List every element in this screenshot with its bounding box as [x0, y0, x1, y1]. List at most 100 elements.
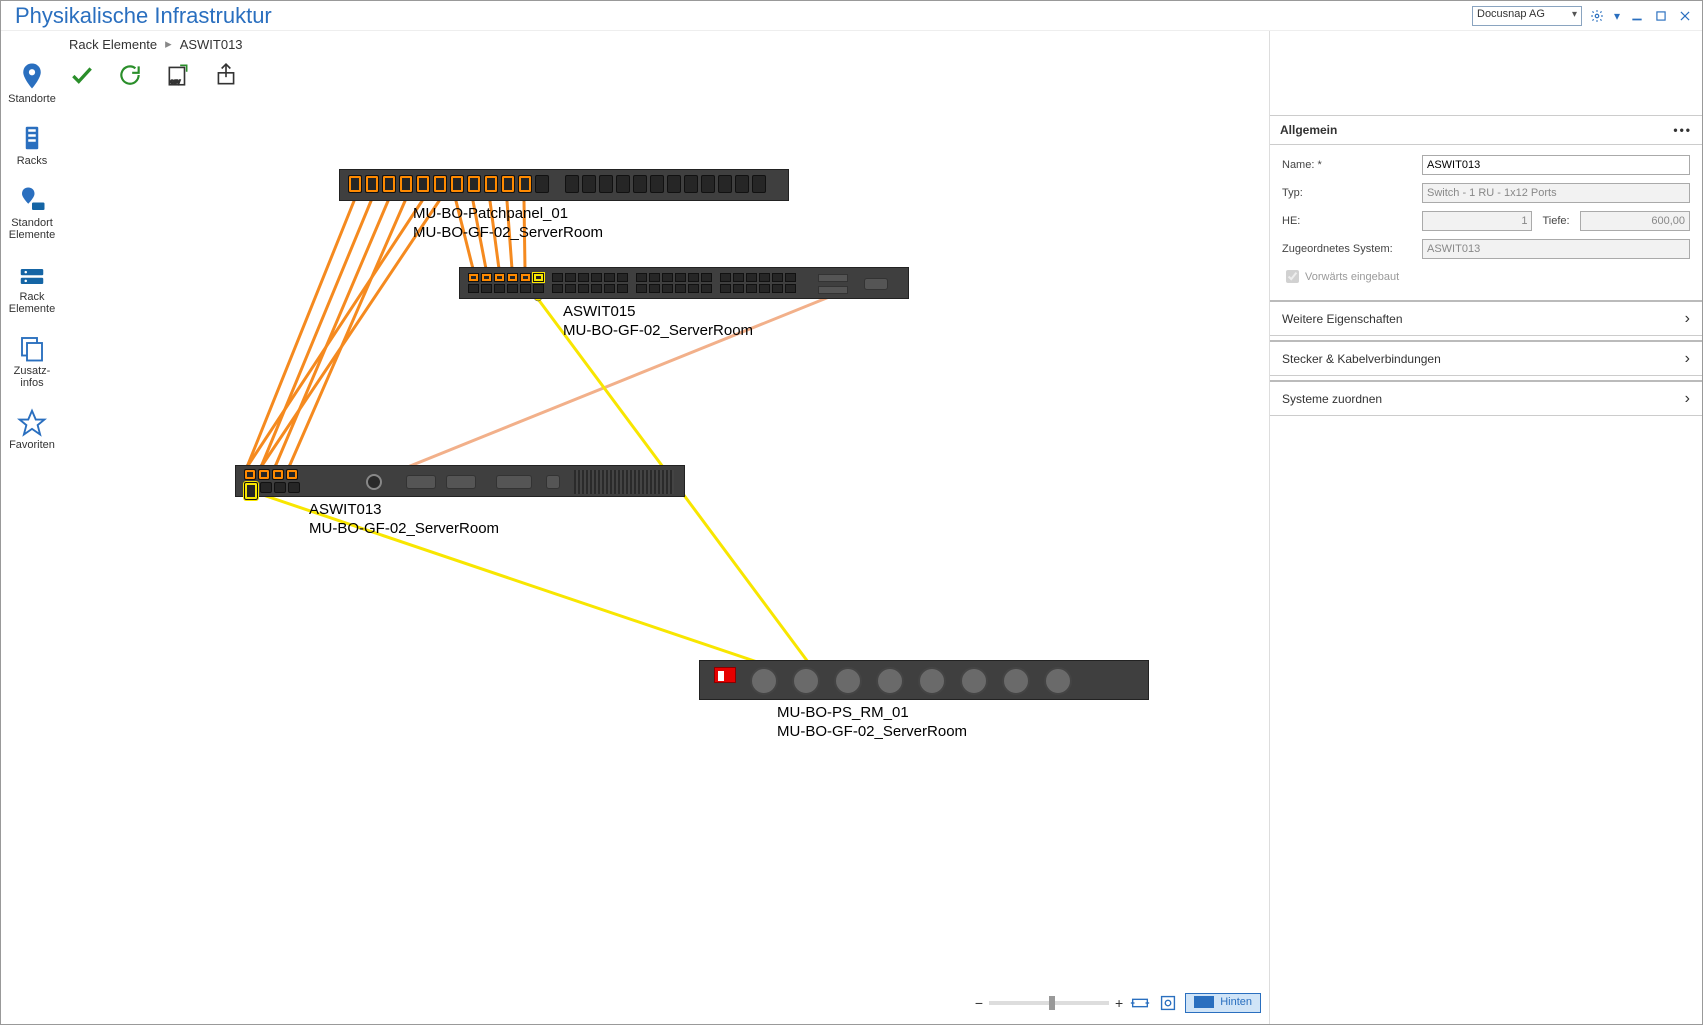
pdu-socket[interactable] — [750, 667, 778, 695]
pdu-power-switch[interactable] — [714, 667, 736, 683]
device-aswit013[interactable] — [235, 465, 685, 497]
title-bar: Physikalische Infrastruktur Docusnap AG … — [1, 1, 1702, 31]
pdu-socket[interactable] — [876, 667, 904, 695]
confirm-button[interactable] — [69, 62, 95, 88]
maximize-icon[interactable] — [1652, 7, 1670, 25]
pdu-socket[interactable] — [1044, 667, 1072, 695]
zoom-out-button[interactable]: − — [975, 995, 983, 1011]
pdu-socket[interactable] — [960, 667, 988, 695]
port[interactable] — [735, 175, 749, 193]
nav-label: Zusatz- infos — [2, 365, 62, 389]
he-input — [1422, 211, 1532, 231]
port[interactable] — [382, 175, 396, 193]
additional-info-icon — [17, 333, 47, 363]
port[interactable] — [718, 175, 732, 193]
port[interactable] — [701, 175, 715, 193]
port[interactable] — [599, 175, 613, 193]
port[interactable] — [365, 175, 379, 193]
port[interactable] — [582, 175, 596, 193]
port[interactable] — [752, 175, 766, 193]
port[interactable] — [650, 175, 664, 193]
device-label-aswit015: ASWIT015MU-BO-GF-02_ServerRoom — [563, 303, 753, 341]
page-title: Physikalische Infrastruktur — [15, 3, 272, 29]
port[interactable] — [616, 175, 630, 193]
chevron-right-icon: › — [1685, 350, 1690, 368]
nav-zusatz-infos[interactable]: Zusatz- infos — [2, 333, 62, 389]
port[interactable] — [667, 175, 681, 193]
gear-icon[interactable] — [1588, 7, 1606, 25]
section-label: Stecker & Kabelverbindungen — [1282, 352, 1441, 366]
section-weitere-eigenschaften[interactable]: Weitere Eigenschaften› — [1270, 300, 1702, 336]
breadcrumb: Rack Elemente ▸ ASWIT013 — [63, 31, 1269, 57]
port[interactable] — [244, 482, 258, 500]
name-label: Name: * — [1282, 159, 1422, 171]
zoom-slider[interactable] — [989, 1001, 1109, 1005]
port[interactable] — [272, 469, 284, 480]
pdu-socket[interactable] — [834, 667, 862, 695]
port[interactable] — [518, 175, 532, 193]
svg-text:csv: csv — [170, 79, 181, 86]
section-label: Systeme zuordnen — [1282, 392, 1382, 406]
device-aswit015[interactable] — [459, 267, 909, 299]
topology-canvas[interactable]: MU-BO-Patchpanel_01MU-BO-GF-02_ServerRoo… — [63, 93, 1269, 1024]
name-input[interactable] — [1422, 155, 1690, 175]
port[interactable] — [484, 175, 498, 193]
star-icon — [17, 407, 47, 437]
port[interactable] — [565, 175, 579, 193]
port[interactable] — [535, 175, 549, 193]
section-systeme-zuordnen[interactable]: Systeme zuordnen› — [1270, 380, 1702, 416]
close-icon[interactable] — [1676, 7, 1694, 25]
nav-label: Racks — [2, 155, 62, 167]
tiefe-label: Tiefe: — [1542, 215, 1569, 227]
nav-rack-elemente[interactable]: Rack Elemente — [2, 259, 62, 315]
vorwaerts-label: Vorwärts eingebaut — [1305, 271, 1399, 283]
nav-label: Rack Elemente — [2, 291, 62, 315]
device-label-aswit013: ASWIT013MU-BO-GF-02_ServerRoom — [309, 501, 499, 539]
device-label-patchpanel: MU-BO-Patchpanel_01MU-BO-GF-02_ServerRoo… — [413, 205, 603, 243]
section-stecker-kabel[interactable]: Stecker & Kabelverbindungen › — [1270, 340, 1702, 376]
vorwaerts-checkbox — [1286, 270, 1299, 283]
dropdown-icon[interactable]: ▾ — [1612, 7, 1622, 25]
zoom-in-button[interactable]: + — [1115, 995, 1123, 1011]
port[interactable] — [348, 175, 362, 193]
port[interactable] — [274, 482, 286, 493]
type-label: Typ: — [1282, 187, 1422, 199]
nav-standorte[interactable]: Standorte — [2, 61, 62, 105]
device-pdu[interactable] — [699, 660, 1149, 700]
pdu-socket[interactable] — [792, 667, 820, 695]
port[interactable] — [450, 175, 464, 193]
port[interactable] — [258, 469, 270, 480]
port[interactable] — [286, 469, 298, 480]
type-input — [1422, 183, 1690, 203]
view-back-toggle[interactable]: Hinten — [1185, 993, 1261, 1013]
port[interactable] — [288, 482, 300, 493]
system-input — [1422, 239, 1690, 259]
minimize-icon[interactable] — [1628, 7, 1646, 25]
export-csv-button[interactable]: csv — [165, 62, 191, 88]
port[interactable] — [501, 175, 515, 193]
port[interactable] — [684, 175, 698, 193]
device-patchpanel[interactable] — [339, 169, 789, 201]
breadcrumb-separator-icon: ▸ — [165, 36, 172, 52]
chevron-right-icon: › — [1685, 310, 1690, 328]
port[interactable] — [399, 175, 413, 193]
port[interactable] — [244, 469, 256, 480]
tenant-combo[interactable]: Docusnap AG — [1472, 6, 1582, 26]
port[interactable] — [633, 175, 647, 193]
nav-racks[interactable]: Racks — [2, 123, 62, 167]
fit-width-icon[interactable] — [1129, 994, 1151, 1012]
view-back-label: Hinten — [1220, 996, 1252, 1008]
port[interactable] — [467, 175, 481, 193]
pdu-socket[interactable] — [918, 667, 946, 695]
fit-screen-icon[interactable] — [1157, 994, 1179, 1012]
port[interactable] — [260, 482, 272, 493]
refresh-button[interactable] — [117, 62, 143, 88]
port[interactable] — [433, 175, 447, 193]
properties-menu-icon[interactable]: ••• — [1673, 123, 1692, 137]
nav-standort-elemente[interactable]: Standort Elemente — [2, 185, 62, 241]
port[interactable] — [416, 175, 430, 193]
breadcrumb-parent[interactable]: Rack Elemente — [69, 37, 157, 52]
export-button[interactable] — [213, 62, 239, 88]
pdu-socket[interactable] — [1002, 667, 1030, 695]
nav-favoriten[interactable]: Favoriten — [2, 407, 62, 451]
